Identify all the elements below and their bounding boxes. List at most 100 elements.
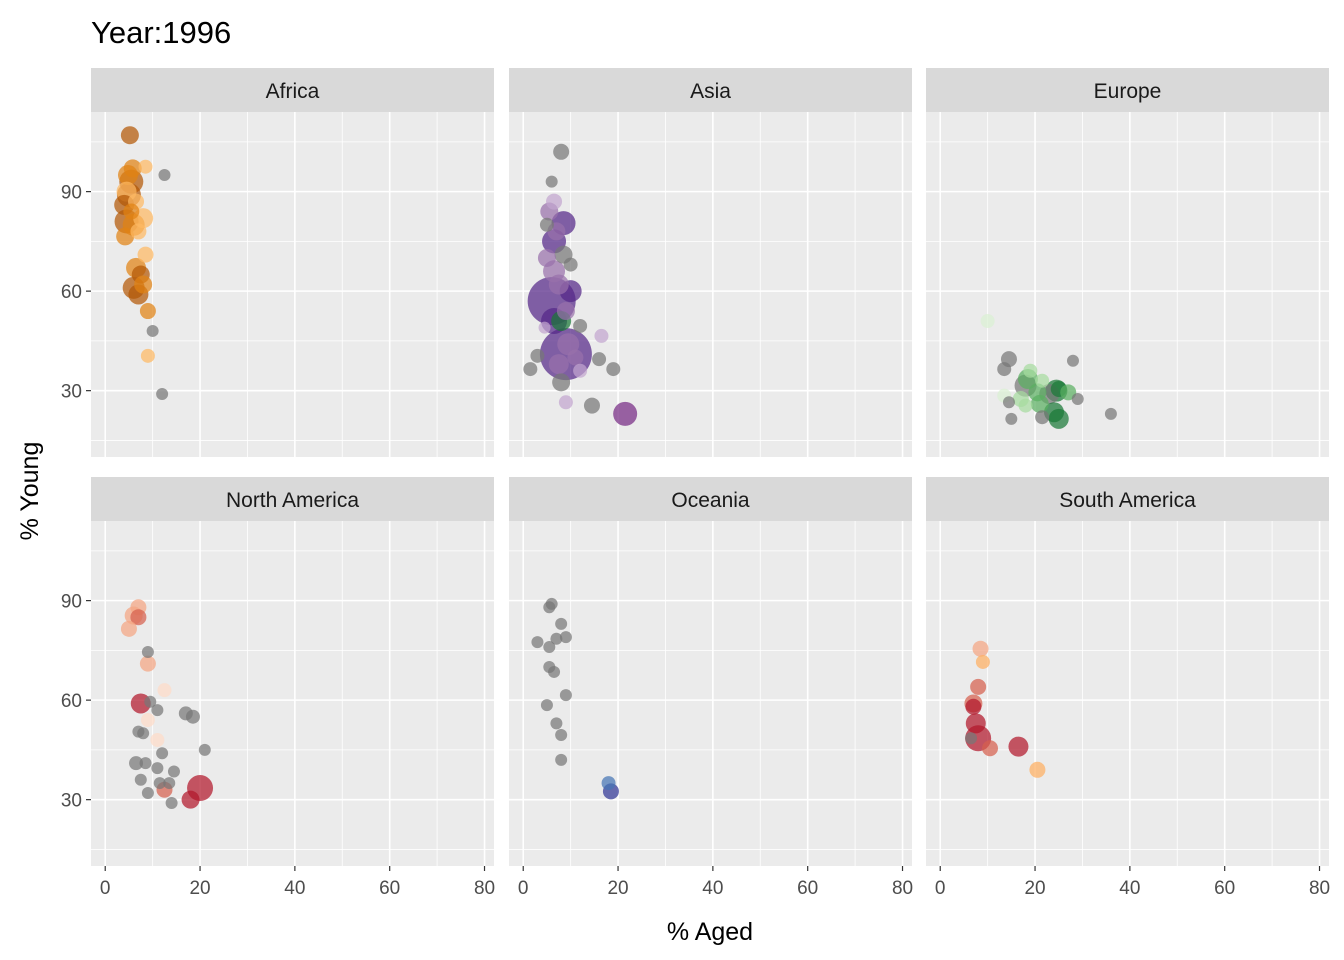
data-point (139, 757, 152, 770)
data-point (563, 257, 578, 272)
strip-label-africa: Africa (266, 80, 320, 103)
data-point (1035, 373, 1050, 388)
data-point (606, 362, 621, 377)
strip-label-north-america: North America (226, 489, 359, 512)
data-point (157, 683, 172, 698)
x-tick-label: 80 (892, 878, 913, 899)
data-point (548, 354, 569, 375)
data-point (559, 689, 572, 702)
data-point (972, 640, 989, 657)
data-point (141, 646, 154, 659)
chart-title: Year:1996 (91, 15, 231, 50)
data-point (531, 636, 544, 649)
data-point (594, 328, 609, 343)
data-point (165, 796, 178, 809)
x-tick-label: 80 (474, 878, 495, 899)
data-point (139, 655, 156, 672)
data-point (555, 617, 568, 630)
data-point (583, 397, 600, 414)
data-point (530, 348, 545, 363)
strip-label-oceania: Oceania (671, 489, 750, 512)
panel-asia: Asia (509, 68, 912, 457)
data-point (573, 318, 588, 333)
x-tick-label: 20 (189, 878, 210, 899)
data-point (137, 246, 154, 263)
data-point (123, 159, 142, 178)
strip-south-america (926, 477, 1329, 521)
data-point (156, 387, 169, 400)
strip-north-america (91, 477, 494, 521)
data-point (592, 352, 607, 367)
x-tick-label: 80 (1309, 878, 1330, 899)
data-point (523, 362, 538, 377)
data-point (134, 773, 147, 786)
data-point (167, 765, 180, 778)
data-point (1071, 392, 1084, 405)
x-tick-label: 20 (607, 878, 628, 899)
data-point (558, 395, 573, 410)
data-point (137, 727, 150, 740)
strip-asia (509, 68, 912, 112)
y-tick-label: 90 (61, 592, 82, 613)
data-point (555, 728, 568, 741)
data-point (965, 698, 982, 715)
data-point (552, 373, 571, 392)
strip-label-asia: Asia (690, 80, 731, 103)
x-tick-label: 40 (284, 878, 305, 899)
panel-europe: Europe (926, 68, 1329, 457)
y-tick-label: 60 (61, 691, 82, 712)
data-point (573, 363, 588, 378)
plot-background (926, 521, 1329, 866)
data-point (567, 349, 584, 366)
panel-oceania: Oceania 0 20 40 60 80 (509, 477, 913, 899)
x-tick-label: 0 (518, 878, 529, 899)
y-tick-label: 30 (61, 382, 82, 403)
data-point (545, 175, 558, 188)
plot-background (91, 112, 494, 457)
strip-europe (926, 68, 1329, 112)
data-point (982, 740, 999, 757)
data-point (181, 790, 200, 809)
data-point (539, 217, 554, 232)
data-point (116, 227, 135, 246)
x-tick-label: 0 (100, 878, 111, 899)
data-point (1029, 761, 1046, 778)
data-point (139, 303, 156, 320)
data-point (141, 787, 154, 800)
data-point (140, 348, 155, 363)
data-point (138, 159, 153, 174)
x-tick-label: 60 (797, 878, 818, 899)
data-point (1104, 407, 1117, 420)
data-point (559, 631, 572, 644)
data-point (153, 777, 166, 790)
y-axis-title: % Young (16, 442, 44, 541)
data-point (537, 248, 556, 267)
panel-south-america: South America 0 20 40 60 80 (926, 477, 1330, 899)
data-point (1008, 736, 1029, 757)
y-tick-label: 60 (61, 282, 82, 303)
data-point (144, 695, 157, 708)
y-tick-label: 30 (61, 791, 82, 812)
data-point (997, 362, 1012, 377)
data-point (1005, 412, 1018, 425)
data-point (538, 321, 551, 334)
data-point (975, 654, 990, 669)
data-point (556, 302, 575, 321)
y-tick-label: 90 (61, 183, 82, 204)
data-point (1048, 408, 1069, 429)
data-point (970, 678, 987, 695)
x-tick-label: 0 (935, 878, 946, 899)
data-point (140, 713, 155, 728)
x-tick-label: 20 (1024, 878, 1045, 899)
data-point (151, 704, 164, 717)
x-tick-label: 60 (1214, 878, 1235, 899)
data-point (1018, 398, 1033, 413)
data-point (185, 709, 200, 724)
data-point (601, 776, 616, 791)
data-point (1066, 354, 1079, 367)
data-point (134, 275, 153, 294)
data-point (123, 203, 140, 220)
plot-background (91, 521, 494, 866)
strip-oceania (509, 477, 912, 521)
